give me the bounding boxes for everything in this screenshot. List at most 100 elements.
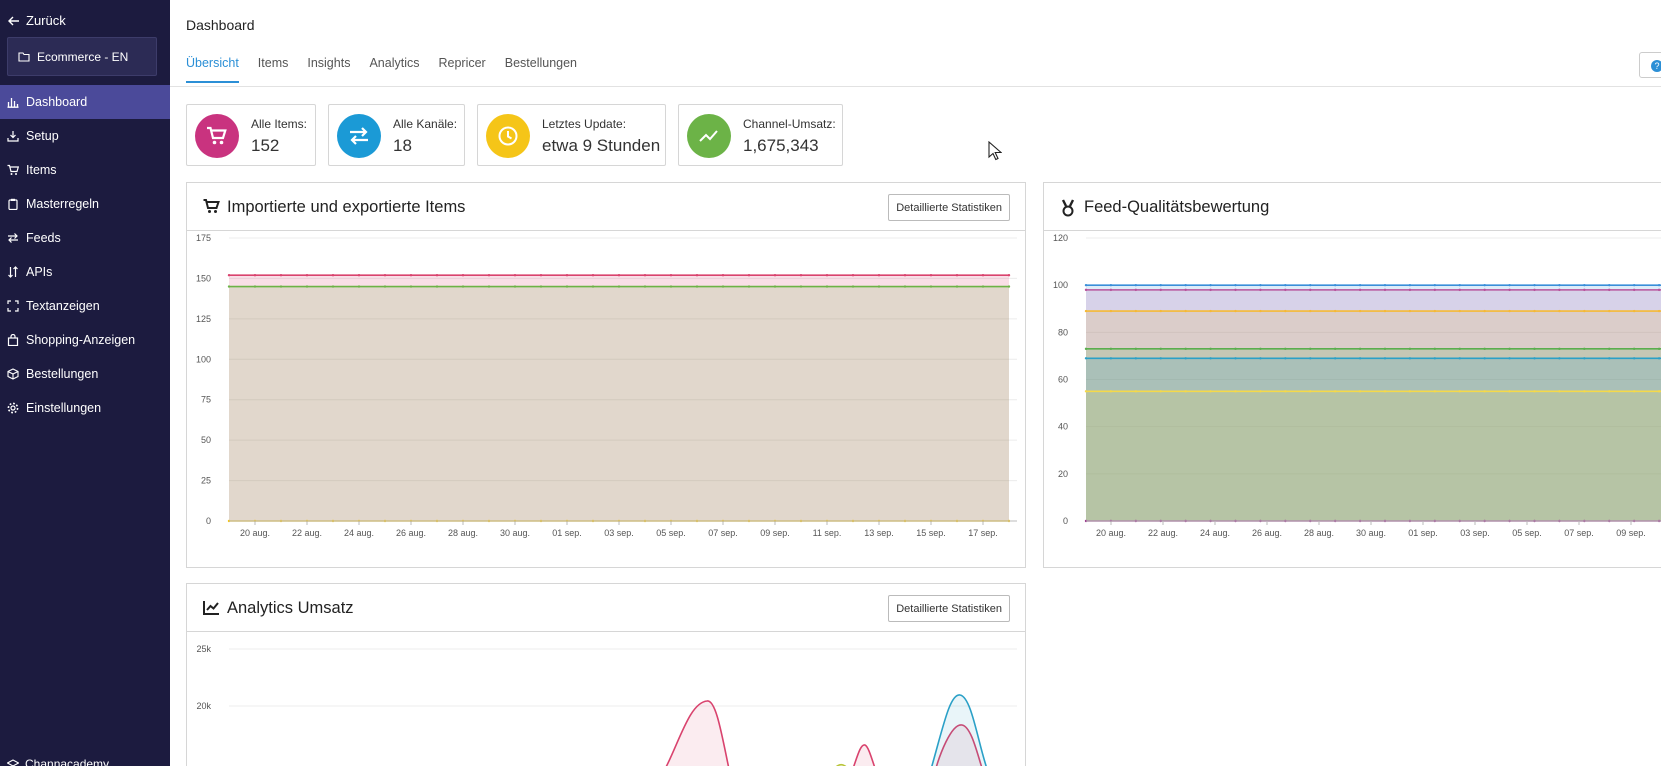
data-point: [1159, 309, 1162, 313]
data-point: [409, 273, 413, 277]
data-point: [591, 285, 595, 288]
project-selector[interactable]: Ecommerce - EN: [7, 37, 157, 76]
data-point: [1309, 283, 1312, 287]
tab-insights[interactable]: Insights: [307, 56, 351, 70]
data-point: [747, 273, 751, 277]
items-area-chart: 0 25 50 75 100 125 150 175 20 aug. 22 aug. 24 aug.…: [196, 233, 1017, 538]
data-point: [1533, 357, 1536, 360]
data-point: [1333, 309, 1337, 313]
y-tick-label: 25k: [196, 644, 211, 654]
x-tick-label: 13 sep.: [864, 528, 894, 538]
data-point: [1309, 347, 1312, 351]
data-point: [1234, 309, 1237, 313]
data-point: [1333, 357, 1337, 360]
data-point: [1583, 288, 1586, 292]
data-point: [513, 285, 517, 288]
data-point: [1084, 357, 1088, 360]
tab-uebersicht[interactable]: Übersicht: [186, 56, 239, 83]
academy-label: Channacademy: [25, 757, 110, 766]
data-point: [1309, 390, 1312, 393]
data-point: [1358, 283, 1362, 287]
data-point: [331, 273, 335, 277]
stat-value: 1,675,343: [743, 136, 819, 155]
data-point: [253, 285, 257, 288]
data-point: [1209, 309, 1212, 313]
stat-label: Channel-Umsatz:: [743, 117, 836, 131]
tab-items[interactable]: Items: [257, 56, 289, 70]
panel-header: Importierte und exportierte Items Detail…: [187, 183, 1025, 231]
x-tick-label: 09 sep.: [760, 528, 790, 538]
sidebar-item-apis[interactable]: APIs: [0, 255, 170, 289]
data-point: [487, 273, 491, 277]
data-point: [747, 285, 751, 288]
data-point: [981, 285, 985, 288]
tab-repricer[interactable]: Repricer: [438, 56, 486, 70]
x-tick-label: 30 aug.: [1356, 528, 1386, 538]
data-point: [877, 285, 881, 288]
data-point: [1533, 283, 1536, 287]
data-point: [1234, 357, 1237, 360]
stat-label: Alle Items:: [251, 117, 308, 131]
data-point: [1483, 288, 1486, 292]
stat-label: Letztes Update:: [542, 117, 627, 131]
sidebar-item-bestellungen[interactable]: Bestellungen: [0, 357, 170, 391]
data-point: [1558, 347, 1561, 351]
stat-icon-circle: [486, 114, 530, 158]
detailed-stats-button[interactable]: Detaillierte Statistiken: [888, 595, 1010, 622]
question-icon: ?: [1651, 60, 1661, 72]
sidebar-item-dashboard[interactable]: Dashboard: [0, 85, 170, 119]
tab-analytics[interactable]: Analytics: [369, 56, 420, 70]
sort-arrows-icon: [8, 266, 18, 278]
data-point: [799, 285, 803, 288]
sidebar-item-einstellungen[interactable]: Einstellungen: [0, 391, 170, 425]
data-point: [1159, 283, 1162, 287]
data-point: [1558, 283, 1561, 287]
data-point: [1159, 347, 1162, 351]
cart-icon: [7, 164, 19, 175]
data-point: [1433, 390, 1437, 393]
help-button[interactable]: ?: [1639, 52, 1661, 78]
data-point: [1383, 357, 1387, 360]
sidebar-item-shopping-anzeigen[interactable]: Shopping-Anzeigen: [0, 323, 170, 357]
data-point: [1657, 309, 1661, 313]
sidebar-item-setup[interactable]: Setup: [0, 119, 170, 153]
data-point: [1084, 309, 1088, 313]
data-point: [435, 285, 439, 288]
back-link[interactable]: Zurück: [8, 13, 66, 28]
bar-chart-icon: [7, 98, 19, 108]
data-point: [1134, 357, 1138, 360]
data-point: [1632, 309, 1636, 313]
area-chart-icon: [203, 601, 219, 615]
sidebar-item-items[interactable]: Items: [0, 153, 170, 187]
sidebar-item-masterregeln[interactable]: Masterregeln: [0, 187, 170, 221]
sidebar-item-feeds[interactable]: Feeds: [0, 221, 170, 255]
sidebar-item-textanzeigen[interactable]: Textanzeigen: [0, 289, 170, 323]
x-tick-label: 03 sep.: [604, 528, 634, 538]
data-point: [1234, 288, 1237, 292]
stat-card-items: Alle Items: 152: [186, 104, 316, 166]
x-tick-label: 24 aug.: [344, 528, 374, 538]
data-point: [383, 273, 387, 277]
data-point: [1259, 390, 1262, 393]
data-point: [227, 273, 231, 277]
series-line: [931, 694, 987, 766]
data-point: [1657, 288, 1661, 292]
data-point: [1583, 309, 1586, 313]
y-tick-label: 120: [1053, 233, 1068, 243]
x-tick-label: 09 sep.: [1616, 528, 1646, 538]
data-point: [643, 273, 647, 277]
sidebar-item-academy[interactable]: Channacademy: [7, 757, 109, 766]
data-point: [1383, 283, 1387, 287]
data-point: [1583, 390, 1586, 393]
detailed-stats-button[interactable]: Detaillierte Statistiken: [888, 194, 1010, 221]
data-point: [1284, 283, 1287, 287]
data-point: [903, 285, 907, 288]
cart-icon: [207, 126, 227, 145]
data-point: [695, 273, 699, 277]
sidebar-item-label: APIs: [26, 265, 53, 279]
data-point: [1608, 288, 1611, 292]
data-point: [669, 285, 673, 288]
data-point: [1358, 288, 1362, 292]
stat-value: 152: [251, 136, 280, 155]
tab-bestellungen[interactable]: Bestellungen: [504, 56, 578, 70]
